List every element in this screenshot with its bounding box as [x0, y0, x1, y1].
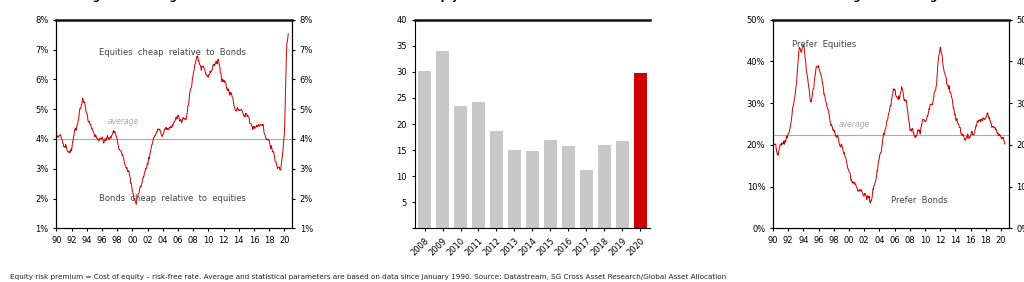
Bar [525, 151, 540, 228]
Bar [634, 73, 647, 228]
Bar [436, 51, 450, 228]
Text: Equity risk premium = Cost of equity – risk-free rate. Average and statistical p: Equity risk premium = Cost of equity – r… [10, 274, 726, 280]
Bar [508, 150, 521, 228]
Bar [472, 102, 485, 228]
Text: Bonds  cheap  relative  to  equities: Bonds cheap relative to equities [98, 194, 246, 203]
Text: Prefer  Bonds: Prefer Bonds [891, 196, 947, 205]
Bar [454, 106, 467, 228]
Bar [418, 71, 431, 228]
Bar [580, 170, 593, 228]
Bar [598, 145, 611, 228]
Bar [562, 146, 575, 228]
Bar [615, 141, 629, 228]
Text: Equity risk premium/VIX has dropped
below the long-term average: Equity risk premium/VIX has dropped belo… [773, 0, 993, 2]
Text: average: average [109, 117, 139, 126]
Text: US equity premium remains well above
its long-term average: US equity premium remains well above its… [56, 0, 288, 2]
Text: average: average [839, 120, 870, 129]
Text: Average calendar year VIX has gone up
sharply in 2020: Average calendar year VIX has gone up sh… [415, 0, 647, 2]
Bar [544, 140, 557, 228]
Text: Prefer  Equities: Prefer Equities [792, 40, 856, 49]
Text: Equities  cheap  relative  to  Bonds: Equities cheap relative to Bonds [98, 48, 246, 57]
Bar [489, 131, 503, 228]
